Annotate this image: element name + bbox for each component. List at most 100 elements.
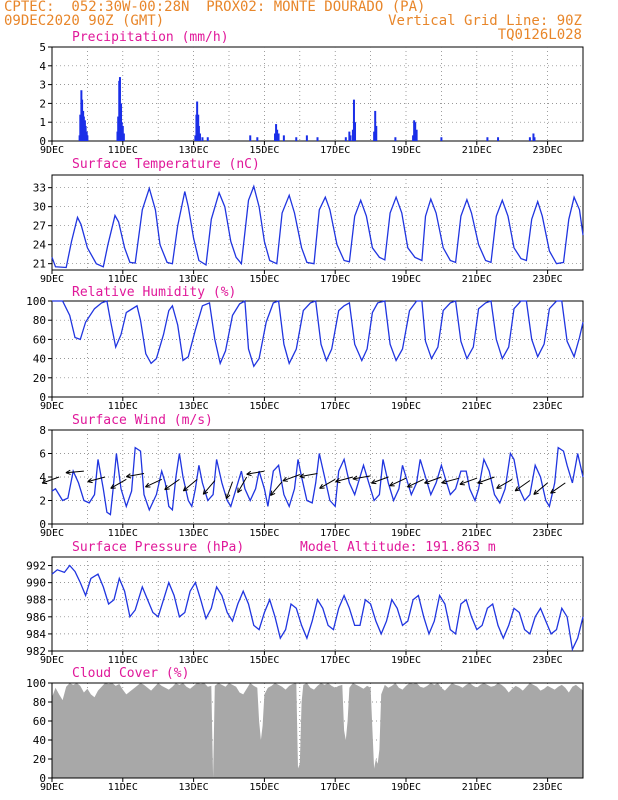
- x-tick-label: 15DEC: [249, 401, 279, 412]
- wind-arrow-head: [406, 482, 411, 488]
- wind-arrow-head: [42, 482, 48, 485]
- wind-arrow-shaft: [335, 476, 354, 483]
- wind-arrow-shaft: [371, 476, 389, 484]
- precip-bar: [274, 133, 277, 141]
- y-tick-label: 30: [33, 201, 46, 214]
- x-tick-label: 9DEC: [40, 528, 64, 539]
- precip-bar: [348, 131, 351, 141]
- x-tick-label: 17DEC: [320, 655, 350, 666]
- precip-bar: [276, 129, 279, 141]
- wind-arrow: [41, 476, 60, 485]
- wind-arrow-head: [182, 486, 186, 492]
- wind-arrow-head: [203, 491, 209, 495]
- precip-bar: [282, 135, 285, 141]
- wind-arrow-shaft: [164, 478, 180, 491]
- wind-arrow-shaft: [282, 474, 300, 482]
- wind-arrow-head: [515, 489, 521, 492]
- precip-bar: [196, 101, 199, 141]
- wind-arrow-head: [459, 483, 465, 486]
- panel-1: 0 1 2 3 4 5 9DEC 11DEC 13DEC 15DEC 17DEC 19DEC 21DEC…: [39, 30, 584, 156]
- x-tick-label: 11DEC: [108, 274, 138, 285]
- wind-arrow: [352, 475, 371, 481]
- precip-bar: [352, 99, 355, 141]
- x-tick-label: 23DEC: [533, 782, 563, 793]
- x-tick-label: 13DEC: [179, 145, 209, 156]
- wind-arrow: [406, 478, 424, 488]
- precip-bar: [316, 137, 319, 141]
- header-date: 09DEC2020 90Z (GMT): [4, 13, 165, 29]
- wind-arrow: [459, 477, 477, 486]
- precip-bar: [84, 125, 87, 141]
- wind-arrow-head: [319, 483, 323, 489]
- x-tick-label: 23DEC: [533, 528, 563, 539]
- wind-arrow-shaft: [424, 476, 442, 484]
- y-tick-label: 80: [33, 314, 46, 327]
- wind-arrow: [202, 480, 216, 495]
- x-tick-label: 21DEC: [462, 145, 492, 156]
- y-tick-label: 24: [33, 239, 47, 252]
- y-tick-label: 100: [26, 677, 46, 690]
- panel-4: 0 2 4 6 8 9DEC 11DEC 13DEC 15DEC 17DEC 19DEC 21DEC 2…: [39, 413, 584, 539]
- precip-bar: [349, 135, 352, 141]
- y-tick-label: 984: [26, 628, 46, 641]
- wind-arrow-shaft: [87, 476, 106, 483]
- header-model: TQ0126L028: [497, 27, 582, 43]
- y-tick-label: 6: [39, 448, 46, 461]
- x-tick-label: 21DEC: [462, 401, 492, 412]
- series-line: [51, 446, 584, 516]
- precip-bar: [354, 122, 357, 141]
- x-tick-label: 17DEC: [320, 528, 350, 539]
- y-tick-label: 992: [26, 560, 46, 573]
- wind-arrow: [270, 481, 283, 496]
- x-tick-label: 13DEC: [179, 655, 209, 666]
- wind-arrow-head: [126, 473, 131, 478]
- wind-arrow-shaft: [237, 476, 248, 493]
- x-tick-label: 9DEC: [40, 401, 64, 412]
- wind-arrow-head: [533, 492, 539, 495]
- y-tick-label: 21: [33, 258, 46, 271]
- wind-arrow-shaft: [126, 472, 145, 478]
- wind-arrow-head: [335, 478, 340, 483]
- x-tick-label: 13DEC: [179, 401, 209, 412]
- wind-arrow: [164, 478, 180, 491]
- precip-bar: [375, 125, 378, 141]
- precip-bar: [82, 116, 85, 141]
- wind-arrow-head: [533, 489, 537, 495]
- precip-bar: [486, 137, 489, 141]
- wind-arrow-head: [226, 494, 231, 499]
- x-tick-label: 23DEC: [533, 274, 563, 285]
- wind-arrow-shaft: [533, 482, 548, 495]
- wind-arrow-head: [477, 479, 482, 484]
- wind-arrow-head: [371, 479, 376, 484]
- wind-arrow: [514, 480, 531, 492]
- wind-arrow: [319, 478, 336, 489]
- y-tick-label: 982: [26, 645, 46, 658]
- wind-arrow-head: [145, 482, 149, 488]
- precip-bar: [533, 137, 536, 141]
- y-tick-label: 0: [39, 772, 46, 785]
- x-tick-label: 17DEC: [320, 782, 350, 793]
- wind-arrow-head: [246, 470, 252, 475]
- y-tick-label: 0: [39, 518, 46, 531]
- y-tick-label: 5: [39, 41, 46, 54]
- panel-5: 982 984 986 988 990 992 9DEC 11DEC 13DEC 15DEC 17D…: [26, 540, 584, 666]
- wind-arrow: [389, 477, 407, 487]
- panel-frame: [51, 46, 584, 142]
- wind-arrow: [110, 478, 127, 489]
- y-tick-label: 60: [33, 333, 46, 346]
- x-tick-label: 19DEC: [391, 655, 421, 666]
- panel-frame: [51, 429, 584, 525]
- series-line: [51, 564, 584, 652]
- wind-arrow-head: [65, 472, 71, 475]
- wind-arrow: [145, 478, 162, 488]
- wind-arrow: [371, 476, 389, 485]
- wind-arrow-head: [441, 479, 446, 484]
- precip-bar: [413, 120, 416, 141]
- y-tick-label: 80: [33, 696, 46, 709]
- wind-arrow-head: [110, 483, 114, 489]
- precip-bar: [206, 137, 209, 141]
- x-tick-label: 21DEC: [462, 655, 492, 666]
- y-tick-label: 60: [33, 715, 46, 728]
- precip-bar: [79, 114, 82, 141]
